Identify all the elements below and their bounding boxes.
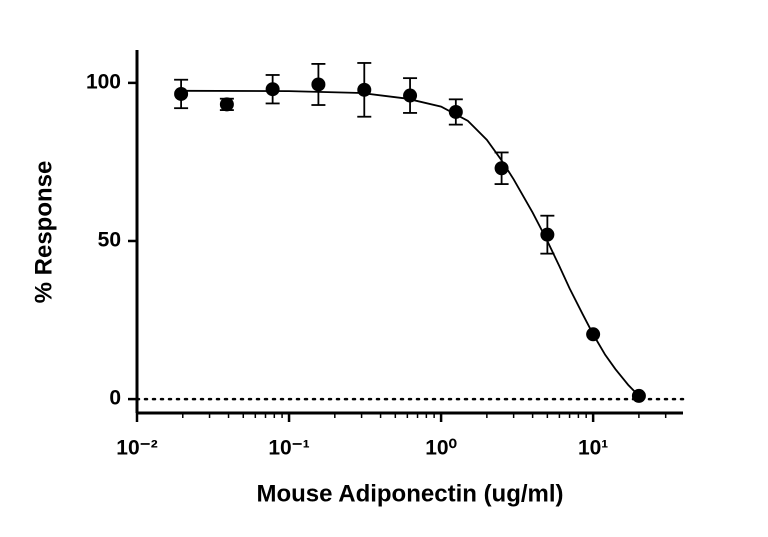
- data-point: [448, 104, 463, 119]
- data-point: [311, 77, 326, 92]
- x-axis-label: Mouse Adiponectin (ug/ml): [256, 480, 563, 507]
- x-tick-label: 10⁻²: [116, 437, 157, 460]
- y-tick-label: 0: [109, 387, 121, 410]
- x-tick-label: 10⁻¹: [268, 437, 309, 460]
- x-tick-label: 10¹: [578, 437, 608, 460]
- data-point: [403, 88, 418, 103]
- data-point: [540, 227, 555, 242]
- fit-curve: [181, 89, 640, 397]
- y-axis-label: % Response: [30, 161, 57, 304]
- y-tick-label: 50: [98, 229, 121, 252]
- data-point: [586, 327, 601, 342]
- data-point: [357, 82, 372, 97]
- data-point: [174, 86, 189, 101]
- y-tick-label: 100: [86, 70, 121, 93]
- data-point: [265, 82, 280, 97]
- data-point: [219, 97, 234, 112]
- x-tick-label: 10⁰: [425, 437, 457, 460]
- data-point: [494, 161, 509, 176]
- data-point: [631, 388, 646, 403]
